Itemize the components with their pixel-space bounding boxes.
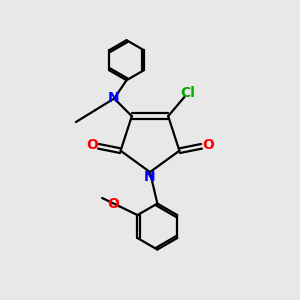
Text: O: O <box>107 197 119 212</box>
Text: N: N <box>144 170 156 184</box>
Text: N: N <box>108 92 119 106</box>
Text: O: O <box>86 138 98 152</box>
Text: Cl: Cl <box>181 85 195 100</box>
Text: O: O <box>202 138 214 152</box>
